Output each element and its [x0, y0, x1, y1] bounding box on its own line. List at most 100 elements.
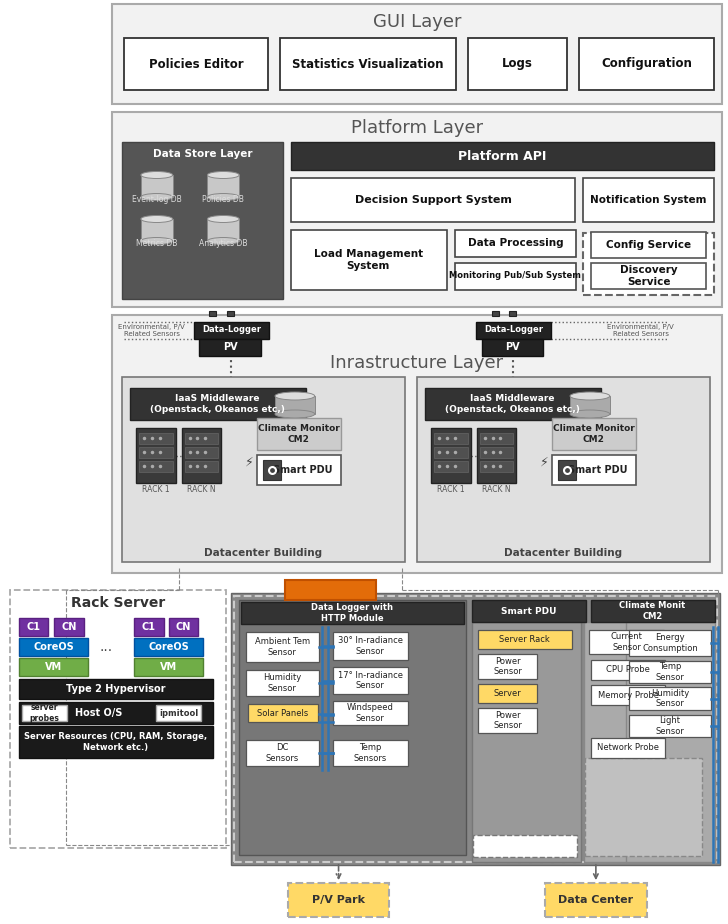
Text: Data-Logger: Data-Logger: [202, 325, 261, 334]
Ellipse shape: [570, 392, 610, 400]
Text: Humidity
Sensor: Humidity Sensor: [651, 688, 689, 708]
Ellipse shape: [570, 410, 610, 418]
Bar: [425, 388, 601, 420]
Bar: [291, 142, 714, 170]
Ellipse shape: [275, 410, 314, 418]
Bar: [141, 175, 173, 197]
Text: IaaS Middleware
(Openstack, Okeanos etc,): IaaS Middleware (Openstack, Okeanos etc,…: [150, 395, 285, 414]
Bar: [210, 311, 216, 316]
Bar: [455, 230, 576, 257]
Text: Temp
Sensor: Temp Sensor: [655, 663, 684, 682]
Text: Memory Probe: Memory Probe: [598, 690, 659, 699]
Text: Smart PDU: Smart PDU: [273, 465, 333, 475]
Bar: [134, 638, 203, 656]
Text: PV: PV: [505, 342, 520, 352]
Text: CN: CN: [176, 622, 191, 632]
Text: server
probes: server probes: [30, 703, 60, 723]
Text: C1: C1: [142, 622, 156, 632]
Bar: [472, 600, 586, 622]
Bar: [139, 447, 173, 458]
Text: Current
Sensor: Current Sensor: [611, 632, 643, 651]
Text: RACK N: RACK N: [482, 485, 511, 494]
Text: Environmental, P/V
Related Sensors: Environmental, P/V Related Sensors: [119, 323, 185, 336]
Bar: [263, 460, 281, 480]
Bar: [207, 219, 240, 241]
Bar: [169, 618, 199, 636]
Bar: [241, 602, 464, 624]
Text: Metrics DB: Metrics DB: [136, 239, 178, 249]
Bar: [510, 311, 516, 316]
Bar: [591, 263, 706, 289]
Bar: [431, 428, 471, 483]
Text: Configuration: Configuration: [601, 57, 692, 70]
Bar: [291, 178, 575, 222]
Text: Statistics Visualization: Statistics Visualization: [292, 57, 443, 70]
Text: Climate Monitor
CM2: Climate Monitor CM2: [553, 424, 635, 444]
Bar: [482, 339, 543, 356]
Text: Host O/S: Host O/S: [76, 708, 123, 718]
Text: GUI Layer: GUI Layer: [373, 13, 462, 31]
Text: Server Resources (CPU, RAM, Storage,
Network etc.): Server Resources (CPU, RAM, Storage, Net…: [25, 733, 207, 752]
Text: RACK 1: RACK 1: [142, 485, 170, 494]
Bar: [134, 658, 203, 676]
Bar: [246, 740, 319, 766]
Text: Humidity
Sensor: Humidity Sensor: [264, 674, 301, 693]
Ellipse shape: [141, 237, 173, 245]
Text: RACK N: RACK N: [187, 485, 215, 494]
Bar: [480, 433, 513, 444]
Text: ⚡: ⚡: [245, 456, 253, 468]
Bar: [185, 433, 218, 444]
Text: Climate Monitor
CM2: Climate Monitor CM2: [258, 424, 340, 444]
Ellipse shape: [207, 172, 240, 178]
Bar: [19, 638, 88, 656]
Bar: [472, 622, 581, 862]
Ellipse shape: [275, 392, 314, 400]
Bar: [232, 593, 720, 865]
Bar: [629, 715, 711, 737]
Text: Power
Sensor: Power Sensor: [493, 657, 522, 676]
Bar: [199, 339, 261, 356]
Bar: [589, 630, 665, 654]
Bar: [478, 684, 537, 703]
Bar: [288, 883, 389, 917]
Bar: [570, 396, 610, 414]
Ellipse shape: [141, 193, 173, 201]
Bar: [333, 632, 408, 660]
Bar: [280, 38, 456, 90]
Bar: [480, 461, 513, 472]
Text: Light
Sensor: Light Sensor: [655, 716, 684, 736]
Bar: [591, 232, 706, 258]
Text: Inrastructure Layer: Inrastructure Layer: [331, 354, 504, 372]
Bar: [467, 38, 567, 90]
Bar: [185, 461, 218, 472]
Bar: [181, 428, 221, 483]
Bar: [136, 428, 175, 483]
Bar: [434, 461, 467, 472]
Bar: [333, 701, 408, 725]
Text: 17° In-radiance
Sensor: 17° In-radiance Sensor: [338, 671, 403, 690]
Bar: [207, 175, 240, 197]
Text: Platform Layer: Platform Layer: [351, 119, 483, 137]
Bar: [478, 630, 572, 649]
Bar: [257, 455, 341, 485]
Text: IaaS Middleware
(Openstack, Okeanos etc,): IaaS Middleware (Openstack, Okeanos etc,…: [445, 395, 580, 414]
Text: Smart PDU: Smart PDU: [568, 465, 628, 475]
Bar: [185, 447, 218, 458]
Bar: [19, 679, 213, 699]
Bar: [480, 447, 513, 458]
Text: Temp
Sensors: Temp Sensors: [354, 743, 387, 762]
Text: Solar Panels: Solar Panels: [257, 709, 309, 718]
Text: PV: PV: [223, 342, 237, 352]
Text: Power
Sensor: Power Sensor: [493, 711, 522, 730]
Text: CPU Probe: CPU Probe: [606, 665, 650, 675]
Ellipse shape: [207, 215, 240, 223]
Text: Decision Support System: Decision Support System: [355, 195, 511, 205]
Bar: [417, 377, 710, 562]
Text: Notification System: Notification System: [590, 195, 707, 205]
Bar: [275, 396, 314, 414]
Bar: [139, 433, 173, 444]
Bar: [285, 580, 376, 600]
Text: Load Management
System: Load Management System: [314, 249, 423, 271]
Bar: [234, 596, 717, 862]
Text: VM: VM: [45, 662, 62, 672]
